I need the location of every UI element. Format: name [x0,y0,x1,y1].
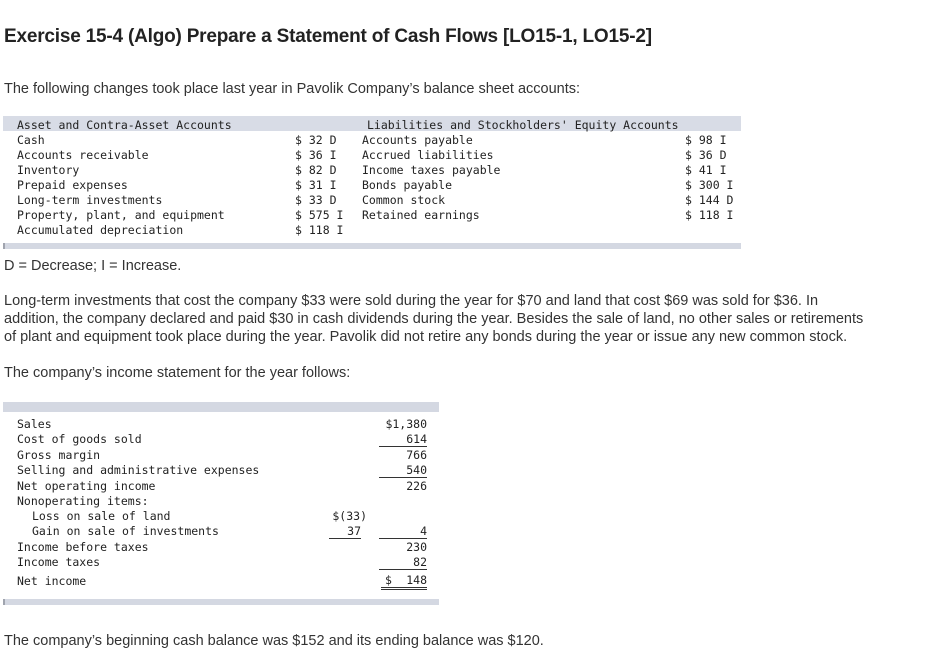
left-column-header: Asset and Contra-Asset Accounts [17,118,232,132]
right-column-header: Liabilities and Stockholders' Equity Acc… [367,118,679,132]
right-row-amount: $ 41 I [685,163,727,177]
net-operating-income-label: Net operating income [17,479,156,493]
right-row-amount: $ 98 I [685,133,727,147]
left-row-name: Inventory [17,163,80,177]
nonoperating-items-label: Nonoperating items: [17,494,149,508]
right-row-name: Common stock [362,193,446,207]
right-row-name: Accounts payable [362,133,473,147]
left-row-amount: $ 118 I [295,223,344,237]
sga-label: Selling and administrative expenses [17,463,260,477]
table-bottom-bar [3,599,439,605]
right-row-amount: $ 144 D [685,193,734,207]
income-taxes-amount: 82 [379,555,427,570]
paragraph-line: addition, the company declared and paid … [4,311,864,327]
left-row-amount: $ 575 I [295,208,344,222]
income-taxes-label: Income taxes [17,555,101,569]
left-row-name: Accumulated depreciation [17,223,184,237]
table-header-band [3,402,439,412]
income-before-taxes-label: Income before taxes [17,540,149,554]
left-row-name: Cash [17,133,45,147]
income-statement-table: Sales $1,380 Cost of goods sold 614 Gros… [3,402,439,605]
sga-amount: 540 [379,463,427,478]
income-intro-text: The company’s income statement for the y… [4,365,351,381]
net-income-amount: $ 148 [381,573,427,590]
net-income-value: 148 [406,573,427,587]
paragraph-line: Long-term investments that cost the comp… [4,293,819,309]
left-row-name: Prepaid expenses [17,178,128,192]
balance-sheet-changes-table: Asset and Contra-Asset Accounts Liabilit… [3,116,741,249]
cogs-amount: 614 [379,432,427,447]
right-row-name: Income taxes payable [362,163,501,177]
left-row-amount: $ 31 I [295,178,337,192]
paragraph-line: of plant and equipment took place during… [4,329,848,345]
left-row-name: Accounts receivable [17,148,149,162]
sales-label: Sales [17,417,52,431]
net-income-label: Net income [17,574,87,588]
right-row-amount: $ 300 I [685,178,734,192]
loss-on-land-label: Loss on sale of land [32,509,171,523]
exercise-title: Exercise 15-4 (Algo) Prepare a Statement… [4,26,652,47]
net-income-dollar-sign: $ [385,573,392,587]
right-row-name: Bonds payable [362,178,453,192]
right-row-amount: $ 36 D [685,148,727,162]
gross-margin-label: Gross margin [17,448,101,462]
income-before-taxes-amount: 230 [406,540,427,554]
left-row-name: Long-term investments [17,193,163,207]
sales-amount: $1,380 [385,417,427,431]
gain-on-investments-sub-amount: 37 [329,524,361,539]
right-row-name: Accrued liabilities [362,148,494,162]
cogs-label: Cost of goods sold [17,432,142,446]
closing-text: The company’s beginning cash balance was… [4,633,544,649]
left-row-amount: $ 36 I [295,148,337,162]
right-row-amount: $ 118 I [685,208,734,222]
intro-text: The following changes took place last ye… [4,81,581,97]
legend-text: D = Decrease; I = Increase. [4,258,182,274]
left-row-name: Property, plant, and equipment [17,208,225,222]
gross-margin-amount: 766 [406,448,427,462]
right-row-name: Retained earnings [362,208,480,222]
table-bottom-bar [3,243,741,249]
gain-on-investments-label: Gain on sale of investments [32,524,219,538]
left-row-amount: $ 33 D [295,193,337,207]
net-operating-income-amount: 226 [406,479,427,493]
table-header-band [3,116,741,131]
loss-on-land-amount: $(33) [332,509,367,523]
left-row-amount: $ 82 D [295,163,337,177]
net-nonoperating-amount: 4 [379,524,427,539]
left-row-amount: $ 32 D [295,133,337,147]
